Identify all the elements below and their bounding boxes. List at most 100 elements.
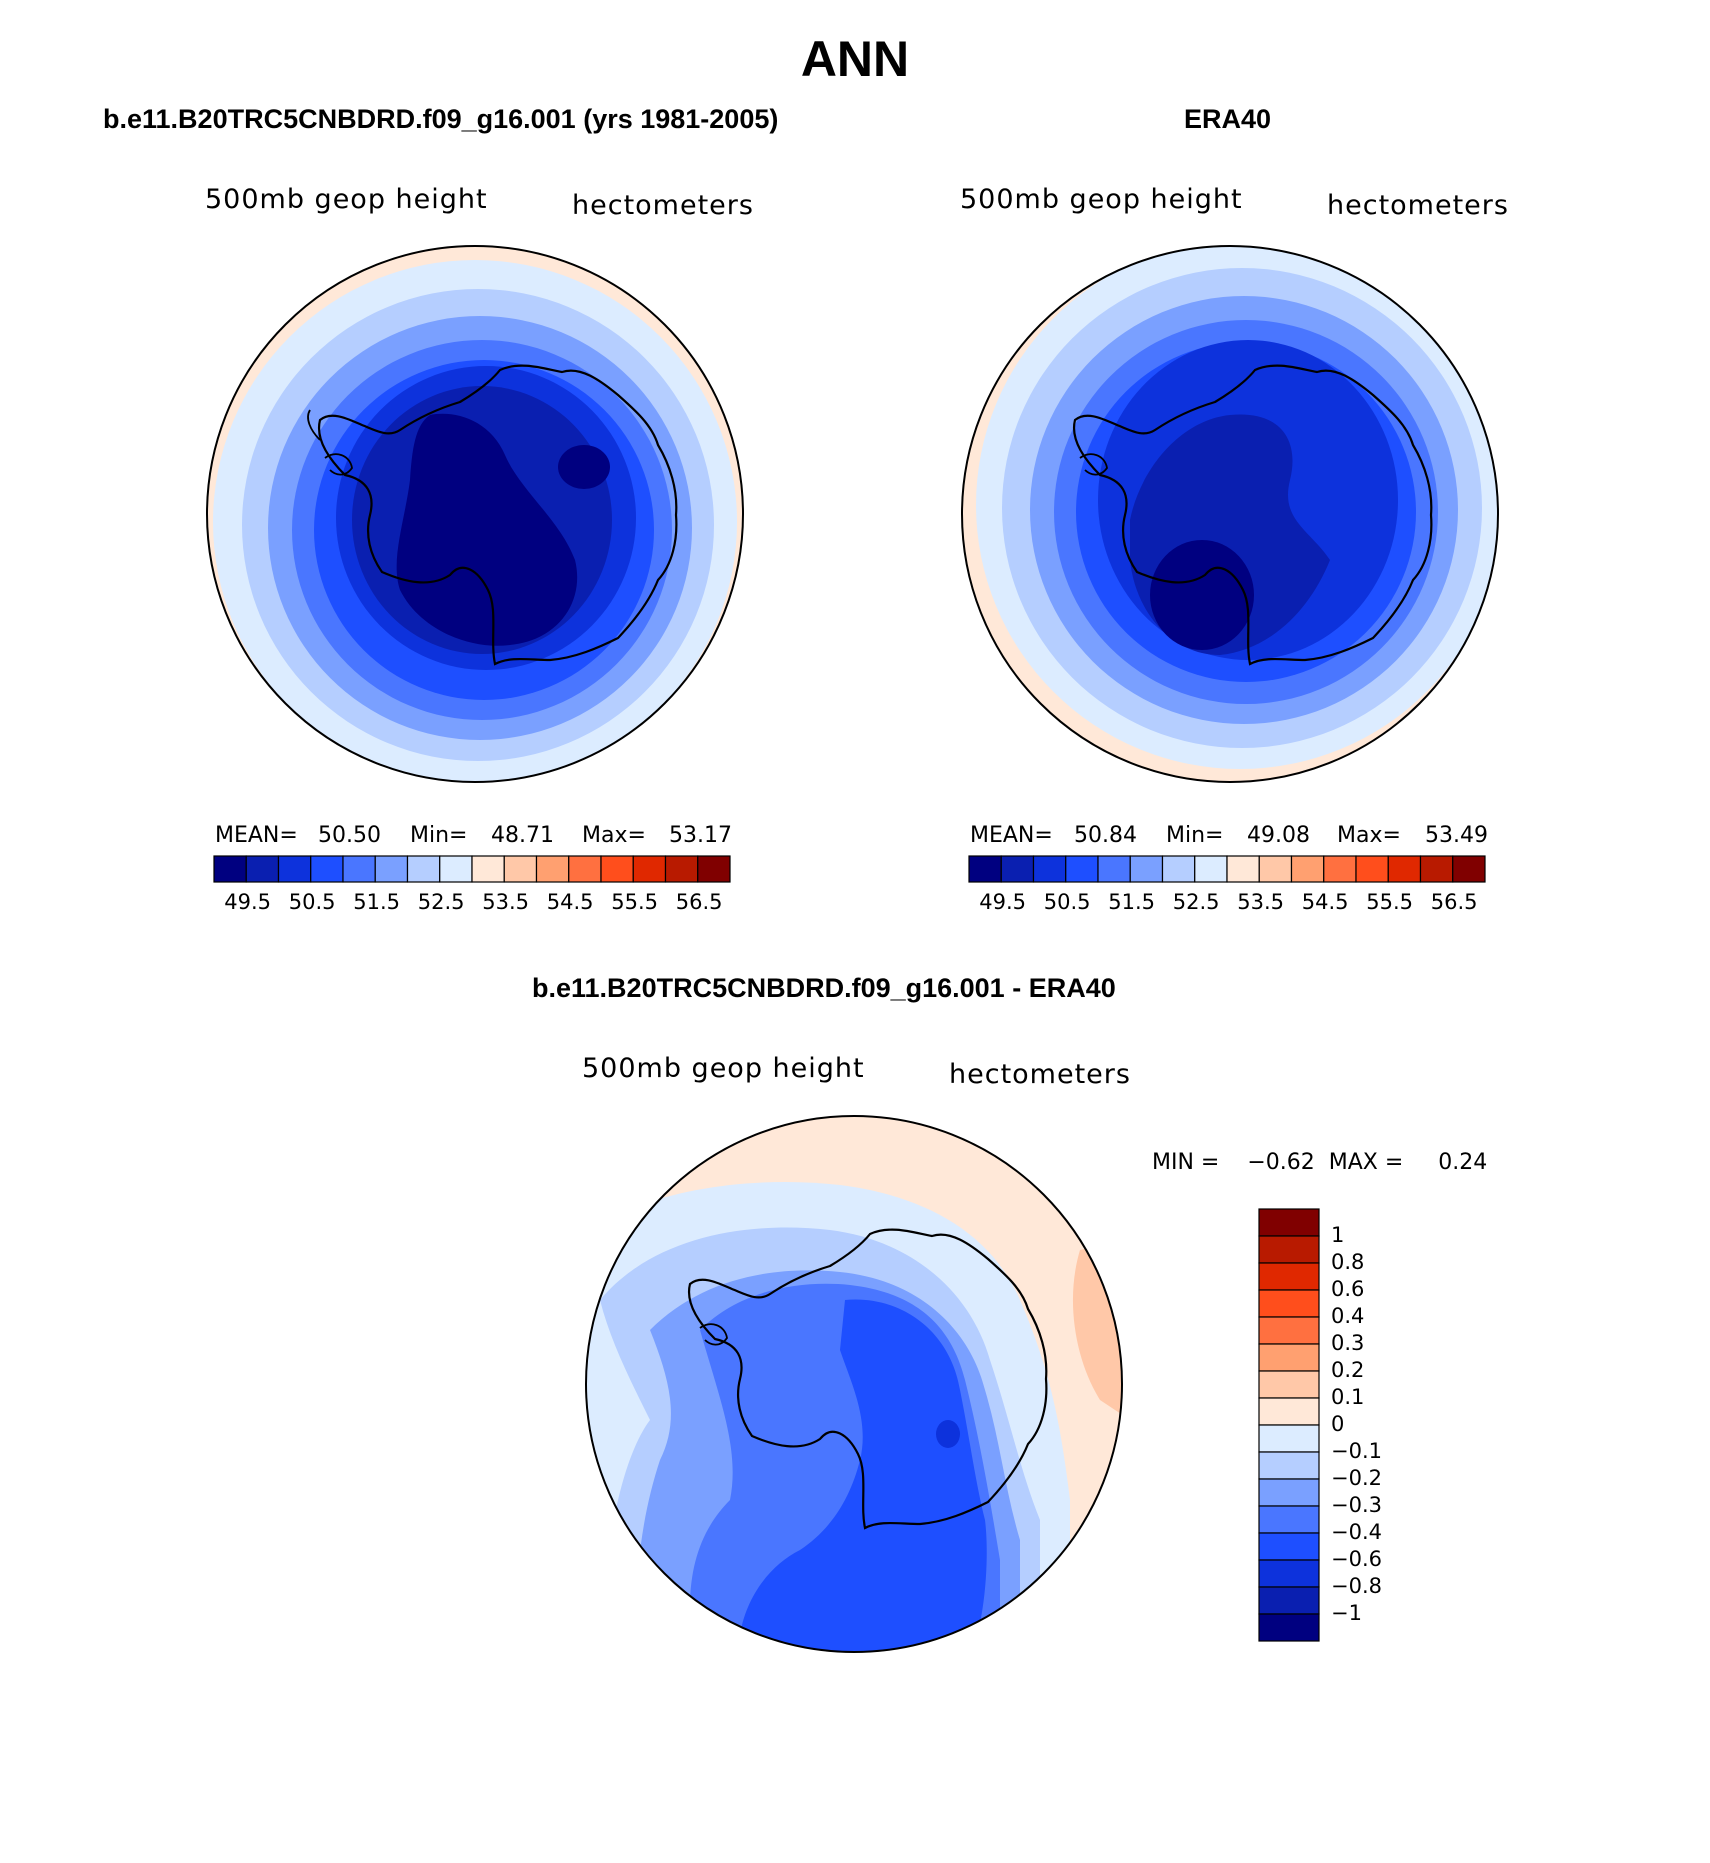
colorbar-swatch xyxy=(471,855,505,883)
colorbar-tick-label: 0.1 xyxy=(1331,1385,1365,1409)
page-title: ANN xyxy=(800,31,910,87)
colorbar-swatch xyxy=(1226,855,1260,883)
colorbar-tick-label: 49.5 xyxy=(979,890,1027,914)
colorbar-tick-label: 51.5 xyxy=(353,890,401,914)
obs-mean-value: 50.84 xyxy=(1074,823,1137,848)
colorbar-tick-label: −0.4 xyxy=(1331,1520,1382,1544)
model-colorbar xyxy=(213,855,731,883)
colorbar-swatch xyxy=(1258,1478,1320,1507)
colorbar-tick-label: 56.5 xyxy=(675,890,723,914)
colorbar-swatch xyxy=(968,855,1002,883)
colorbar-tick-label: 0.3 xyxy=(1331,1331,1365,1355)
colorbar-tick-label: 55.5 xyxy=(1366,890,1414,914)
diff-panel-title: b.e11.B20TRC5CNBDRD.f09_g16.001 - ERA40 xyxy=(532,973,1116,1003)
colorbar-tick-label: 1 xyxy=(1331,1223,1345,1247)
colorbar-swatch xyxy=(1258,1343,1320,1372)
colorbar-swatch xyxy=(1258,1586,1320,1615)
colorbar-swatch xyxy=(1258,1397,1320,1426)
colorbar-tick-label: 0.4 xyxy=(1331,1304,1365,1328)
colorbar-swatch xyxy=(503,855,538,883)
model-max-label: Max= xyxy=(582,823,646,848)
colorbar-tick-label: 50.5 xyxy=(288,890,336,914)
colorbar-swatch xyxy=(1258,1532,1320,1561)
colorbar-swatch xyxy=(1258,1451,1320,1480)
obs-min-value: 49.08 xyxy=(1247,823,1310,848)
colorbar-tick-label: 50.5 xyxy=(1043,890,1091,914)
obs-mean-label: MEAN= xyxy=(970,823,1053,848)
colorbar-swatch xyxy=(374,855,409,883)
colorbar-swatch xyxy=(1258,1424,1320,1453)
model-units-label: hectometers xyxy=(572,190,754,221)
colorbar-swatch xyxy=(310,855,344,883)
obs-colorbar xyxy=(968,855,1486,883)
colorbar-tick-label: 53.5 xyxy=(1237,890,1285,914)
colorbar-swatch xyxy=(1258,1370,1320,1399)
colorbar-swatch xyxy=(568,855,602,883)
colorbar-swatch xyxy=(1290,855,1325,883)
colorbar-tick-label: 0 xyxy=(1331,1412,1345,1436)
colorbar-swatch xyxy=(439,855,473,883)
colorbar-swatch xyxy=(1000,855,1035,883)
colorbar-swatch xyxy=(664,855,699,883)
colorbar-tick-label: 0.6 xyxy=(1331,1277,1365,1301)
colorbar-swatch xyxy=(1097,855,1131,883)
colorbar-tick-label: −0.1 xyxy=(1331,1439,1382,1463)
colorbar-swatch xyxy=(600,855,634,883)
obs-map-border xyxy=(961,245,1499,783)
model-min-value: 48.71 xyxy=(491,823,554,848)
colorbar-swatch xyxy=(1355,855,1389,883)
colorbar-swatch xyxy=(1258,1505,1320,1534)
obs-map xyxy=(962,246,1498,782)
diff-units-label: hectometers xyxy=(949,1059,1131,1090)
colorbar-tick-label: 54.5 xyxy=(1301,890,1349,914)
model-left-label: 500mb geop height xyxy=(205,184,488,215)
colorbar-tick-label: 55.5 xyxy=(611,890,659,914)
colorbar-swatch xyxy=(1129,855,1164,883)
colorbar-swatch xyxy=(632,855,667,883)
colorbar-tick-label: −1 xyxy=(1331,1601,1362,1625)
colorbar-swatch xyxy=(245,855,280,883)
obs-max-value: 53.49 xyxy=(1425,823,1488,848)
colorbar-swatch xyxy=(1258,1613,1320,1642)
colorbar-tick-label: 0.8 xyxy=(1331,1250,1365,1274)
diff-map xyxy=(586,1116,1122,1652)
colorbar-swatch xyxy=(213,855,247,883)
diff-minmax-text: MIN = −0.62 MAX = 0.24 xyxy=(1152,1150,1488,1175)
obs-units-label: hectometers xyxy=(1327,190,1509,221)
colorbar-swatch xyxy=(1258,1289,1320,1318)
colorbar-swatch xyxy=(1065,855,1099,883)
model-map xyxy=(207,246,743,782)
model-map-border xyxy=(206,245,744,783)
diff-left-label: 500mb geop height xyxy=(582,1053,865,1084)
colorbar-swatch xyxy=(1258,1316,1320,1345)
model-mean-label: MEAN= xyxy=(215,823,298,848)
colorbar-swatch xyxy=(535,855,570,883)
colorbar-tick-label: 49.5 xyxy=(224,890,272,914)
colorbar-swatch xyxy=(1258,1235,1320,1264)
obs-panel-title: ERA40 xyxy=(1184,104,1272,134)
colorbar-swatch xyxy=(697,855,731,883)
colorbar-swatch xyxy=(1323,855,1357,883)
diff-colorbar xyxy=(1258,1208,1320,1642)
colorbar-swatch xyxy=(1258,855,1293,883)
colorbar-tick-label: 56.5 xyxy=(1430,890,1478,914)
colorbar-swatch xyxy=(1032,855,1067,883)
colorbar-tick-label: 0.2 xyxy=(1331,1358,1365,1382)
colorbar-swatch xyxy=(406,855,441,883)
colorbar-tick-label: −0.8 xyxy=(1331,1574,1382,1598)
colorbar-tick-label: −0.3 xyxy=(1331,1493,1382,1517)
colorbar-tick-label: 53.5 xyxy=(482,890,530,914)
colorbar-tick-label: 52.5 xyxy=(417,890,465,914)
colorbar-swatch xyxy=(342,855,376,883)
colorbar-swatch xyxy=(1419,855,1454,883)
colorbar-swatch xyxy=(1387,855,1422,883)
obs-min-label: Min= xyxy=(1166,823,1224,848)
colorbar-swatch xyxy=(1452,855,1486,883)
model-mean-value: 50.50 xyxy=(318,823,381,848)
colorbar-tick-label: −0.2 xyxy=(1331,1466,1382,1490)
obs-left-label: 500mb geop height xyxy=(960,184,1243,215)
colorbar-swatch xyxy=(277,855,312,883)
colorbar-swatch xyxy=(1258,1262,1320,1291)
colorbar-tick-label: 54.5 xyxy=(546,890,594,914)
